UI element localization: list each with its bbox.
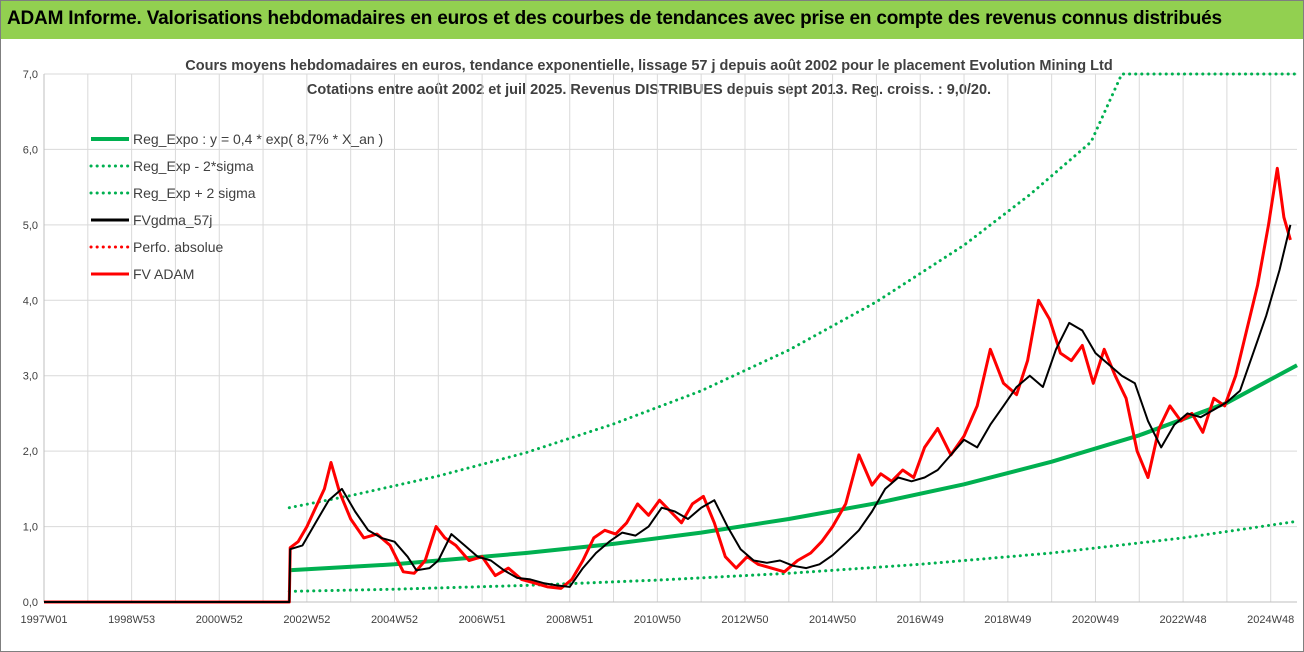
legend-label-reg-exp-2-sigma: Reg_Exp + 2 sigma: [133, 185, 256, 201]
series-line-fvgdma-57j: [44, 224, 1292, 603]
y-tick-label: 2,0: [23, 446, 38, 458]
x-axis: 1997W01 1998W53 2000W52 2002W52 2004W52 2006W…: [20, 601, 1297, 626]
y-tick-label: 1,0: [23, 522, 38, 534]
grid: [43, 73, 1297, 603]
x-tick-label: 2016W49: [897, 614, 944, 626]
y-tick-label: 6,0: [23, 144, 38, 156]
series-line-fv-adam: [44, 166, 1292, 604]
legend-label-perfo-absolue: Perfo. absolue: [133, 239, 223, 255]
legend-label-reg-exp-2-sigma: Reg_Exp - 2*sigma: [133, 158, 254, 174]
y-tick-label: 0,0: [23, 597, 38, 609]
series-line-reg-expo-y-0-4-exp-8-7-x-an: [289, 363, 1298, 573]
x-tick-label: 2022W48: [1160, 614, 1207, 626]
legend-label-fv-adam: FV ADAM: [133, 266, 194, 282]
x-tick-label: 2010W50: [634, 614, 681, 626]
x-tick-label: 2014W50: [809, 614, 856, 626]
x-tick-label: 2002W52: [283, 614, 330, 626]
x-tick-label: 1998W53: [108, 614, 155, 626]
x-tick-label: 2004W52: [371, 614, 418, 626]
x-tick-label: 2012W50: [721, 614, 768, 626]
x-tick-label: 2018W49: [984, 614, 1031, 626]
legend-label-fvgdma-57j: FVgdma_57j: [133, 212, 212, 228]
x-tick-label: 2020W49: [1072, 614, 1119, 626]
x-tick-label: 1997W01: [20, 614, 67, 626]
y-axis: 0,0 1,0 2,0 3,0 4,0 5,0 6,0 7,0: [23, 69, 45, 609]
series-line-reg-exp-2-sigma: [287, 72, 1299, 510]
y-tick-label: 4,0: [23, 295, 38, 307]
banner: ADAM Informe. Valorisations hebdomadaire…: [1, 1, 1303, 39]
banner-title: ADAM Informe. Valorisations hebdomadaire…: [7, 8, 1222, 29]
y-tick-label: 5,0: [23, 220, 38, 232]
legend: Reg_Expo : y = 0,4 * exp( 8,7% * X_an ) R…: [89, 131, 383, 282]
plot-area: [44, 72, 1299, 604]
chart-subtitle: Cotations entre août 2002 et juil 2025. …: [307, 82, 991, 98]
legend-label-reg-expo-y-0-4-exp-8-7-x-an: Reg_Expo : y = 0,4 * exp( 8,7% * X_an ): [133, 131, 383, 147]
y-tick-label: 3,0: [23, 371, 38, 383]
x-tick-label: 2024W48: [1247, 614, 1294, 626]
chart-title: Cours moyens hebdomadaires en euros, ten…: [185, 58, 1112, 74]
x-tick-label: 2008W51: [546, 614, 593, 626]
y-tick-label: 7,0: [23, 69, 38, 81]
x-tick-label: 2000W52: [196, 614, 243, 626]
series-line-reg-exp-2-sigma: [287, 519, 1299, 593]
x-tick-label: 2006W51: [459, 614, 506, 626]
